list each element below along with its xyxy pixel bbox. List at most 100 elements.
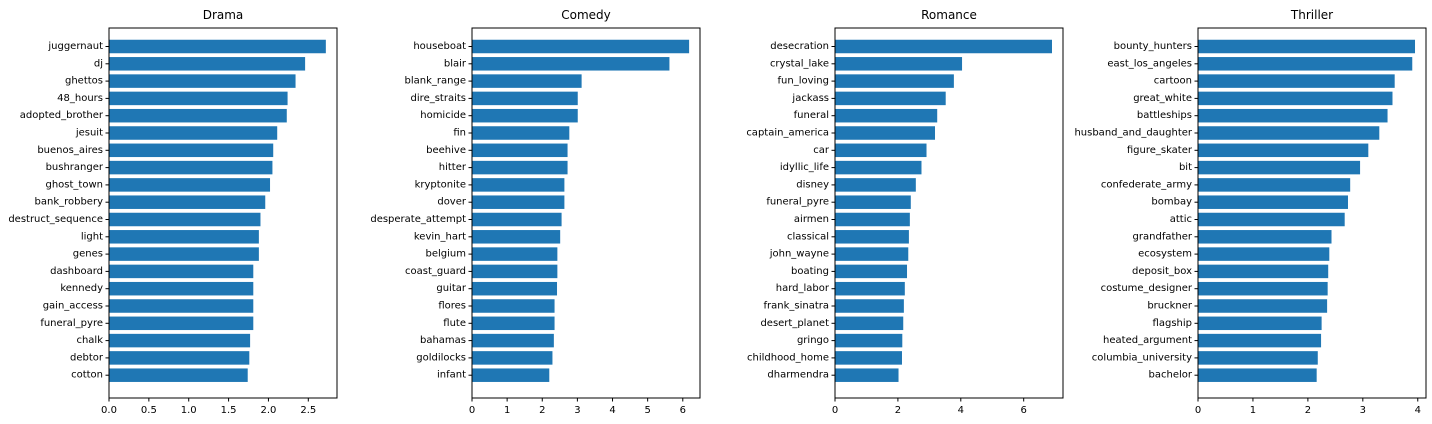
x-tick-label: 4 (958, 405, 964, 416)
chart-panel-romance: desecration crystal_lake fun_lovingjackass… (746, 8, 1064, 416)
axes-frame (108, 27, 338, 399)
y-tick-label: great_white (1133, 93, 1192, 104)
bar (1198, 160, 1361, 175)
y-tick-label: 48_hours (57, 93, 103, 104)
bar (1198, 57, 1413, 71)
y-tick-label: bit (1179, 162, 1192, 173)
bar (472, 195, 565, 209)
bar (835, 39, 1052, 54)
bar (1198, 74, 1395, 88)
x-tick-label: 2.0 (260, 405, 276, 416)
y-tick-label: hard_labor (776, 283, 830, 294)
y-tick-label: columbia_university (1092, 352, 1192, 363)
y-tick-label: boating (791, 266, 829, 277)
y-tick-label: juggernaut (47, 41, 103, 52)
y-tick-label: fun_loving (778, 76, 829, 87)
x-tick-label: 0.0 (101, 405, 117, 416)
bar (835, 299, 904, 313)
bar (109, 39, 326, 54)
bar (1198, 264, 1329, 279)
bar (1198, 39, 1416, 54)
y-tick-label: disney (796, 179, 829, 190)
y-tick-label: destruct_sequence (8, 214, 103, 225)
y-tick-label: husband_and_daughter (1074, 128, 1192, 139)
bar (1198, 143, 1369, 158)
bar (835, 247, 909, 261)
bar (835, 143, 927, 158)
y-tick-label: crystal_lake (770, 58, 829, 69)
y-tick-label: light (81, 231, 103, 242)
bar (472, 126, 570, 140)
x-tick-label: 0 (832, 405, 838, 416)
bar (109, 351, 250, 365)
bar (472, 264, 558, 279)
y-tick-label: dire_straits (411, 93, 466, 104)
bar (835, 178, 916, 192)
y-tick-label: east_los_angeles (1107, 58, 1192, 69)
y-tick-label: bombay (1151, 197, 1192, 208)
bar (472, 281, 558, 296)
x-tick-label: 3 (1360, 405, 1366, 416)
y-tick-label: bahamas (420, 335, 466, 346)
y-tick-label: genes (73, 249, 103, 260)
y-tick-label: belgium (426, 249, 466, 260)
bar (472, 316, 555, 331)
x-tick-label: 0 (1195, 405, 1201, 416)
bar (109, 368, 248, 382)
bar (472, 368, 550, 382)
chart-panel-comedy: houseboat blair blank_range dire_straitshom… (370, 8, 701, 416)
y-tick-label: ecosystem (1138, 249, 1192, 260)
y-tick-label: flores (438, 301, 466, 312)
y-tick-label: dj (94, 58, 103, 69)
axes-frame (471, 27, 701, 399)
bar (1198, 108, 1388, 123)
y-tick-label: infant (437, 370, 466, 381)
bar (1198, 230, 1332, 244)
y-tick-label: houseboat (413, 41, 466, 52)
bar (835, 108, 938, 123)
chart-title: Drama (203, 8, 244, 22)
bar (109, 195, 266, 209)
x-tick-label: 1.0 (181, 405, 197, 416)
bar (1198, 368, 1317, 382)
bar (109, 143, 274, 158)
y-tick-label: funeral_pyre (766, 197, 829, 208)
y-tick-label: figure_skater (1127, 145, 1193, 156)
bar (835, 316, 904, 331)
x-tick-label: 2 (1305, 405, 1311, 416)
bar (109, 333, 251, 348)
y-tick-label: gain_access (43, 301, 103, 312)
y-tick-label: jesuit (75, 128, 103, 139)
y-tick-label: classical (787, 231, 829, 242)
chart-title: Comedy (561, 8, 611, 22)
y-tick-label: heated_argument (1103, 335, 1192, 346)
x-tick-label: 0.5 (141, 405, 157, 416)
bar (835, 230, 909, 244)
y-tick-label: battleships (1137, 110, 1192, 121)
y-tick-label: fin (453, 128, 466, 139)
bar (472, 333, 554, 348)
y-tick-label: cartoon (1154, 76, 1192, 87)
y-tick-label: kevin_hart (414, 231, 466, 242)
y-tick-label: desecration (770, 41, 829, 52)
y-tick-label: desperate_attempt (370, 214, 466, 225)
axes-frame (834, 27, 1064, 399)
y-tick-label: dharmendra (767, 370, 829, 381)
bar (109, 247, 259, 261)
y-tick-label: cotton (71, 370, 103, 381)
y-tick-label: debtor (70, 352, 104, 363)
bar (472, 160, 568, 175)
x-tick-label: 4 (609, 405, 615, 416)
y-tick-label: childhood_home (747, 352, 829, 363)
bar (109, 281, 254, 296)
bar (472, 178, 565, 192)
y-tick-label: confederate_army (1101, 179, 1192, 190)
bar (472, 247, 558, 261)
y-tick-label: flagship (1153, 318, 1192, 329)
y-tick-label: funeral_pyre (40, 318, 103, 329)
x-tick-label: 1 (504, 405, 510, 416)
bar (109, 178, 271, 192)
bar (109, 74, 296, 88)
x-tick-label: 6 (680, 405, 686, 416)
bar (472, 212, 562, 227)
